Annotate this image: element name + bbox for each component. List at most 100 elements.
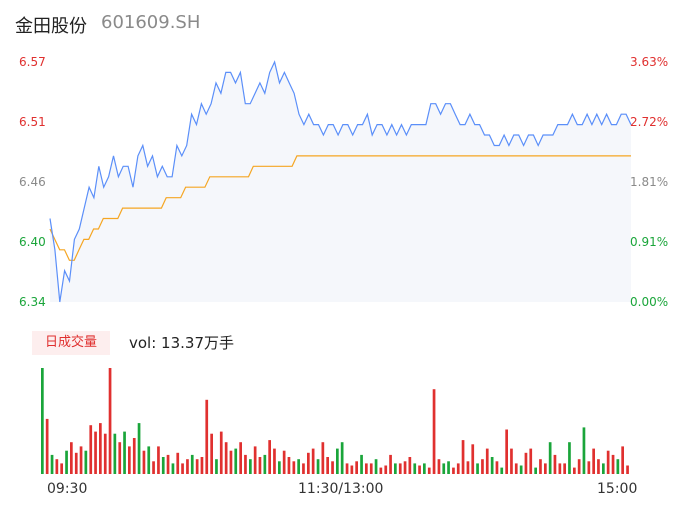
stock-code: 601609.SH [101, 12, 201, 33]
volume-bar [200, 457, 204, 474]
volume-bar [461, 440, 465, 474]
volume-bar [128, 446, 131, 474]
volume-bar [471, 444, 475, 474]
volume-bar [500, 467, 504, 474]
volume-bar [519, 465, 523, 474]
volume-bar [447, 461, 450, 474]
volume-bar [132, 438, 136, 474]
price-tick-3: 6.40 [19, 235, 46, 249]
volume-bar [423, 463, 426, 474]
volume-bar [350, 465, 354, 474]
volume-bar [374, 459, 378, 474]
price-tick-1: 6.51 [19, 115, 46, 129]
volume-bar [456, 463, 460, 474]
volume-bar [413, 463, 417, 474]
volume-bar [142, 450, 146, 474]
volume-bar [331, 461, 334, 474]
price-tick-4: 6.34 [19, 295, 46, 309]
average-price-line [49, 155, 631, 261]
volume-bar [234, 448, 238, 474]
volume-bar [442, 463, 446, 474]
volume-bar [365, 463, 368, 474]
volume-bar [577, 459, 581, 474]
volume-bar [282, 450, 286, 474]
volume-bar [505, 429, 508, 474]
volume-bar [239, 442, 242, 474]
volume-bar [152, 461, 155, 474]
volume-bar [602, 463, 605, 474]
volume-bar [558, 463, 562, 474]
volume-bar [79, 446, 83, 474]
volume-bar [258, 457, 262, 474]
volume-bar [171, 463, 175, 474]
volume-bar [215, 459, 218, 474]
volume-bar [311, 448, 315, 474]
volume-bar [355, 461, 358, 474]
volume-badge[interactable]: 日成交量 [32, 331, 110, 355]
volume-bar [70, 442, 73, 474]
volume-bar [302, 463, 305, 474]
volume-bar [321, 442, 325, 474]
volume-bar [616, 459, 620, 474]
volume-bar [524, 452, 528, 474]
volume-bar [408, 457, 412, 474]
price-line [49, 60, 632, 303]
volume-bar [157, 446, 160, 474]
volume-bar [147, 446, 151, 474]
volume-readout: vol: 13.37万手 [129, 334, 234, 352]
volume-bar [137, 423, 141, 474]
volume-bar [108, 368, 112, 474]
volume-bar [611, 454, 615, 474]
volume-bar [273, 448, 276, 474]
time-tick-midday: 11:30/13:00 [298, 481, 384, 497]
volume-bar [418, 465, 421, 474]
volume-bar [195, 459, 199, 474]
volume-bar [297, 459, 300, 474]
pct-tick-0: 3.63% [630, 55, 669, 69]
volume-bar [326, 457, 329, 474]
volume-bar [360, 454, 363, 474]
volume-bar [307, 452, 310, 474]
volume-bar [89, 425, 93, 474]
volume-bar [573, 467, 576, 474]
pct-tick-4: 0.00% [630, 295, 669, 309]
volume-bar [345, 463, 349, 474]
volume-bar [514, 463, 518, 474]
price-area [50, 62, 631, 302]
volume-bar [103, 433, 107, 474]
volume-bar [495, 461, 499, 474]
volume-bar [190, 454, 194, 474]
volume-bar [166, 454, 170, 474]
volume-bar [490, 457, 494, 474]
volume-bar [263, 454, 267, 474]
volume-bar [161, 457, 165, 474]
volume-bar [176, 452, 180, 474]
stock-name: 金田股份 [15, 16, 87, 37]
volume-bar [548, 442, 552, 474]
volume-bar [41, 368, 44, 474]
volume-bar [224, 442, 228, 474]
price-tick-2: 6.46 [19, 175, 46, 189]
volume-bar [99, 423, 102, 474]
volume-bar [529, 448, 533, 474]
volume-bar [587, 461, 591, 474]
volume-bar [592, 448, 595, 474]
volume-bar [113, 433, 117, 474]
volume-bar [582, 427, 586, 474]
volume-bar [336, 448, 339, 474]
volume-bar [340, 442, 344, 474]
volume-bar [219, 431, 223, 474]
price-tick-0: 6.57 [19, 55, 46, 69]
volume-bar [65, 450, 68, 474]
volume-bar [268, 440, 271, 474]
volume-bar [398, 463, 402, 474]
volume-bar [476, 463, 479, 474]
volume-bar [287, 457, 291, 474]
volume-bar [379, 467, 383, 474]
volume-bar [389, 454, 392, 474]
volume-bar [481, 459, 484, 474]
volume-bar [84, 450, 88, 474]
volume-bar [553, 454, 557, 474]
volume-bar [94, 431, 97, 474]
volume-bar [427, 467, 431, 474]
